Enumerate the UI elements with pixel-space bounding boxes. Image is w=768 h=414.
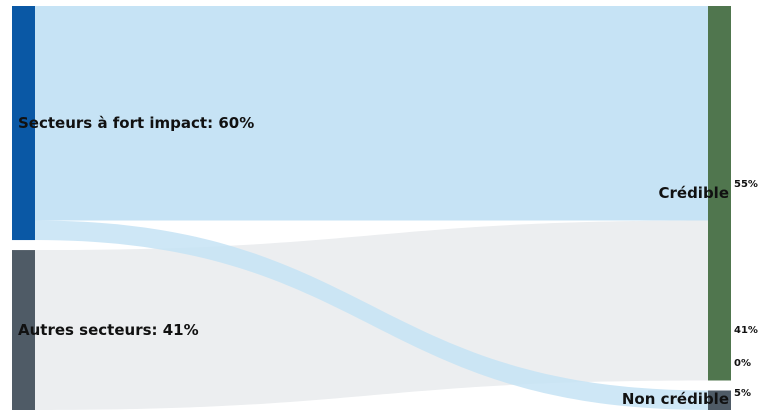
node-label-other: Autres secteurs: 41% [18,321,199,339]
node-cred [708,6,731,381]
links-layer [35,6,708,410]
labels-layer: Secteurs à fort impact: 60% Autres secteu… [18,114,758,408]
link-high-noncred [35,220,708,410]
node-label-cred: Crédible [658,184,729,202]
link-pct-label-high-noncred: 5% [734,388,751,399]
link-pct-label-high-cred: 55% [734,179,758,190]
link-high-cred [35,6,708,221]
link-pct-label-other-noncred: 0% [734,358,751,369]
node-label-noncred: Non crédible [622,390,729,408]
node-noncred [708,390,731,410]
link-pct-label-other-cred: 41% [734,325,758,336]
nodes-layer [12,6,731,410]
node-other [12,250,35,410]
node-label-high: Secteurs à fort impact: 60% [18,114,254,132]
node-high [12,6,35,241]
